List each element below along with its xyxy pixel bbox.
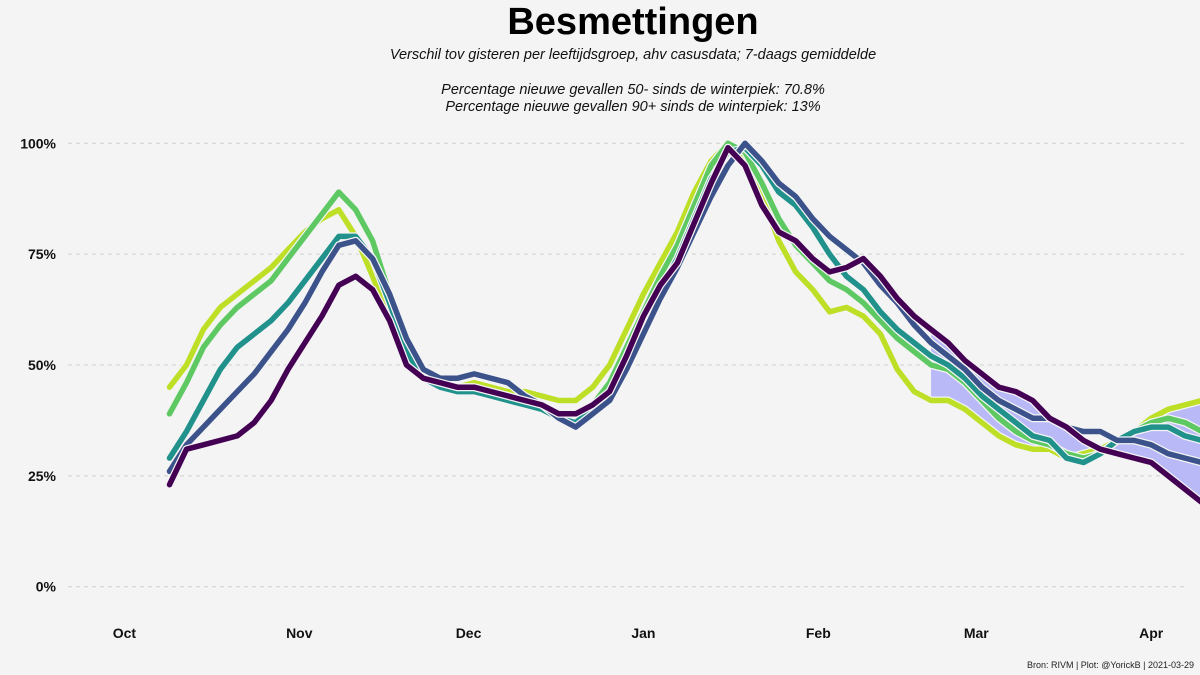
x-tick-label: Mar (964, 625, 989, 641)
y-tick-label: 50% (28, 357, 57, 373)
series-line (166, 140, 1200, 461)
y-tick-label: 75% (28, 246, 57, 262)
x-tick-label: Nov (286, 625, 313, 641)
series-line (166, 140, 1200, 475)
y-tick-label: 0% (36, 579, 57, 595)
series-line (166, 144, 1200, 505)
annotation-90-plus: Percentage nieuwe gevallen 90+ sinds de … (445, 99, 821, 115)
y-tick-label: 25% (28, 468, 57, 484)
annotation-50-min: Percentage nieuwe gevallen 50- sinds de … (441, 82, 825, 98)
chart-subtitle: Verschil tov gisteren per leeftijdsgroep… (389, 47, 877, 63)
x-tick-label: Jan (631, 625, 655, 641)
chart-title: Besmettingen (507, 1, 759, 43)
x-tick-label: Oct (113, 625, 137, 641)
source-caption: Bron: RIVM | Plot: @YorickB | 2021-03-29 (1026, 660, 1194, 670)
series-line (166, 140, 1200, 461)
shaded-band (931, 329, 1200, 502)
x-tick-label: Apr (1139, 625, 1164, 641)
x-tick-label: Feb (806, 625, 831, 641)
x-tick-label: Dec (456, 625, 482, 641)
y-tick-label: 100% (20, 135, 56, 151)
